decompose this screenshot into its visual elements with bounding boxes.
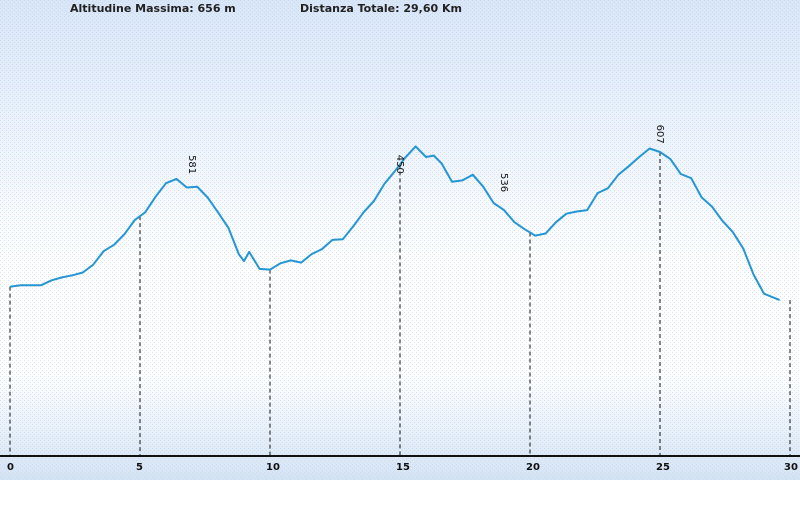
peak-label: 581	[186, 155, 197, 174]
x-tick-label: 0	[7, 462, 14, 473]
peak-label: 607	[654, 125, 665, 144]
x-tick-label: 20	[526, 462, 540, 473]
x-tick-label: 25	[656, 462, 670, 473]
drop-lines	[9, 152, 791, 456]
max-altitude-label: Altitudine Massima: 656 m	[70, 2, 236, 15]
peak-labels: 581 450 536 607	[186, 125, 665, 192]
footer-band	[0, 480, 800, 514]
x-tick-label: 5	[136, 462, 143, 473]
x-tick-label: 10	[266, 462, 280, 473]
peak-label: 536	[498, 173, 509, 192]
elevation-line	[9, 145, 780, 302]
elevation-line-group	[9, 145, 780, 302]
peak-label: 450	[394, 155, 405, 174]
x-tick-label: 15	[396, 462, 410, 473]
x-tick-label: 30	[784, 462, 798, 473]
plot-pattern	[0, 0, 800, 480]
x-axis: 0 5 10 15 20 25 30	[0, 455, 800, 473]
total-distance-label: Distanza Totale: 29,60 Km	[300, 2, 462, 15]
